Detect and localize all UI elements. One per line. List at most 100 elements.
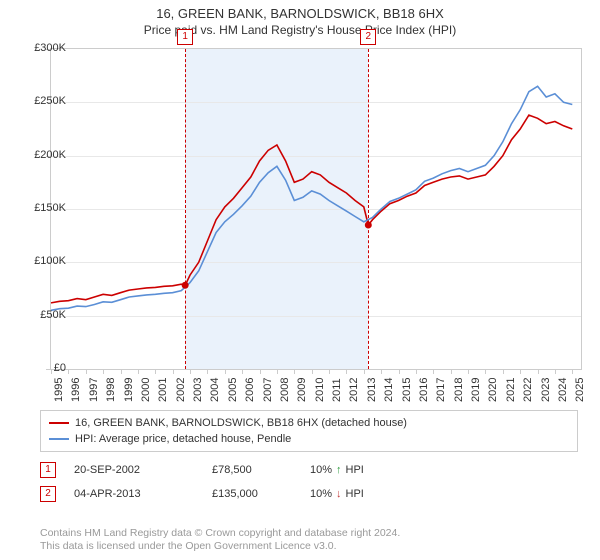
x-tick: [572, 369, 573, 374]
x-tick: [294, 369, 295, 374]
attribution-line-1: Contains HM Land Registry data © Crown c…: [40, 527, 400, 539]
x-tick: [260, 369, 261, 374]
x-axis-label: 2011: [331, 378, 343, 402]
x-axis-label: 2019: [470, 378, 482, 402]
x-axis-label: 2025: [574, 378, 586, 402]
legend-swatch: [49, 438, 69, 440]
x-tick: [346, 369, 347, 374]
x-tick: [121, 369, 122, 374]
x-axis-label: 2009: [296, 378, 308, 402]
x-tick: [538, 369, 539, 374]
legend-swatch: [49, 422, 69, 424]
x-tick: [190, 369, 191, 374]
y-axis-label: £100K: [18, 255, 66, 267]
x-axis-label: 1996: [70, 378, 82, 402]
series-hpi: [51, 86, 572, 310]
legend-label: 16, GREEN BANK, BARNOLDSWICK, BB18 6HX (…: [75, 415, 407, 431]
transaction-marker: 1: [40, 462, 56, 478]
delta-value: 10%: [310, 464, 332, 476]
transaction-date: 20-SEP-2002: [74, 464, 194, 476]
x-axis-label: 2016: [418, 378, 430, 402]
transaction-price: £78,500: [212, 464, 292, 476]
series-property: [51, 115, 572, 303]
transaction-delta: 10% ↑ HPI: [310, 464, 390, 476]
transaction-row: 1 20-SEP-2002 £78,500 10% ↑ HPI: [40, 458, 560, 482]
x-tick: [433, 369, 434, 374]
legend-label: HPI: Average price, detached house, Pend…: [75, 431, 291, 447]
y-axis-label: £200K: [18, 149, 66, 161]
x-tick: [329, 369, 330, 374]
arrow-down-icon: ↓: [336, 488, 342, 500]
x-tick: [520, 369, 521, 374]
delta-value: 10%: [310, 488, 332, 500]
attribution-text: Contains HM Land Registry data © Crown c…: [40, 527, 560, 554]
x-axis-label: 2024: [557, 378, 569, 402]
x-tick: [103, 369, 104, 374]
x-axis-label: 2023: [540, 378, 552, 402]
x-tick: [86, 369, 87, 374]
x-tick: [225, 369, 226, 374]
x-axis-label: 1998: [105, 378, 117, 402]
y-axis-label: £250K: [18, 95, 66, 107]
x-axis-label: 2012: [348, 378, 360, 402]
x-axis-label: 2010: [314, 378, 326, 402]
x-axis-label: 2013: [366, 378, 378, 402]
x-tick: [416, 369, 417, 374]
x-axis-label: 2005: [227, 378, 239, 402]
x-axis-label: 1995: [53, 378, 65, 402]
x-tick: [277, 369, 278, 374]
transaction-row: 2 04-APR-2013 £135,000 10% ↓ HPI: [40, 482, 560, 506]
x-tick: [68, 369, 69, 374]
delta-suffix: HPI: [346, 464, 364, 476]
transaction-marker: 2: [40, 486, 56, 502]
marker-dot: [182, 282, 189, 289]
legend-item: 16, GREEN BANK, BARNOLDSWICK, BB18 6HX (…: [49, 415, 569, 431]
x-axis-label: 2004: [209, 378, 221, 402]
attribution-line-2: This data is licensed under the Open Gov…: [40, 540, 337, 552]
transaction-price: £135,000: [212, 488, 292, 500]
x-axis-label: 2017: [435, 378, 447, 402]
x-tick: [555, 369, 556, 374]
x-axis-label: 2003: [192, 378, 204, 402]
transaction-table: 1 20-SEP-2002 £78,500 10% ↑ HPI 2 04-APR-2013 £1…: [40, 458, 560, 506]
chart-plot-area: 12: [50, 48, 582, 370]
marker-dot: [365, 222, 372, 229]
x-tick: [399, 369, 400, 374]
x-axis-label: 2002: [175, 378, 187, 402]
x-axis-label: 1997: [88, 378, 100, 402]
x-tick: [312, 369, 313, 374]
y-axis-label: £0: [18, 362, 66, 374]
marker-number-box: 1: [177, 29, 193, 45]
marker-number-box: 2: [360, 29, 376, 45]
x-axis-label: 2018: [453, 378, 465, 402]
x-tick: [155, 369, 156, 374]
legend-item: HPI: Average price, detached house, Pend…: [49, 431, 569, 447]
x-tick: [381, 369, 382, 374]
x-tick: [207, 369, 208, 374]
transaction-date: 04-APR-2013: [74, 488, 194, 500]
x-axis-label: 2015: [401, 378, 413, 402]
x-axis-label: 2020: [487, 378, 499, 402]
x-tick: [485, 369, 486, 374]
x-axis-label: 2008: [279, 378, 291, 402]
x-tick: [242, 369, 243, 374]
x-axis-label: 2007: [262, 378, 274, 402]
transaction-delta: 10% ↓ HPI: [310, 488, 390, 500]
x-axis-label: 2001: [157, 378, 169, 402]
page-title: 16, GREEN BANK, BARNOLDSWICK, BB18 6HX: [0, 6, 600, 21]
delta-suffix: HPI: [346, 488, 364, 500]
x-axis-label: 2022: [522, 378, 534, 402]
legend: 16, GREEN BANK, BARNOLDSWICK, BB18 6HX (…: [40, 410, 578, 452]
x-tick: [468, 369, 469, 374]
x-axis-label: 1999: [123, 378, 135, 402]
page-subtitle: Price paid vs. HM Land Registry's House …: [0, 23, 600, 37]
x-tick: [451, 369, 452, 374]
y-axis-label: £150K: [18, 202, 66, 214]
x-tick: [364, 369, 365, 374]
x-tick: [138, 369, 139, 374]
y-axis-label: £300K: [18, 42, 66, 54]
x-axis-label: 2021: [505, 378, 517, 402]
x-tick: [173, 369, 174, 374]
arrow-up-icon: ↑: [336, 464, 342, 476]
x-tick: [503, 369, 504, 374]
